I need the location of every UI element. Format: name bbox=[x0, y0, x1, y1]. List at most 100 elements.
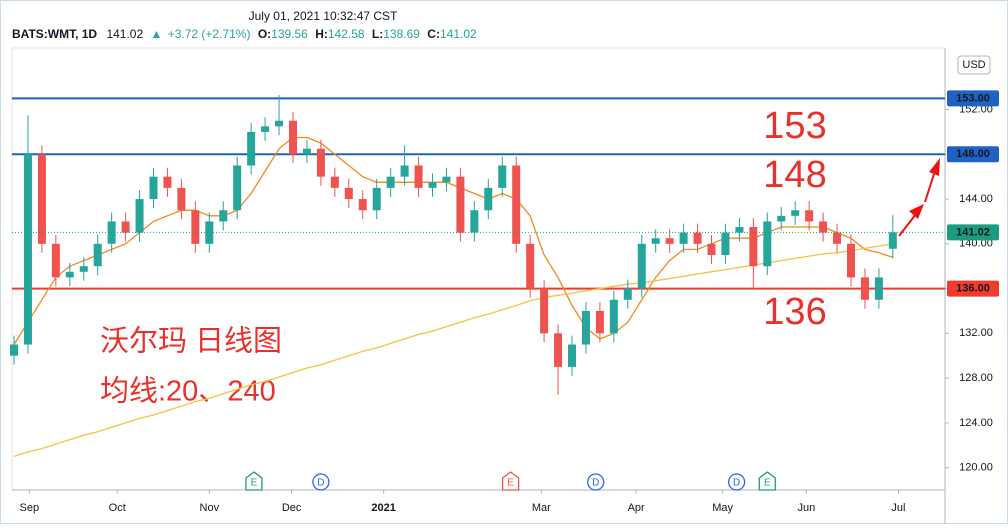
candle-body bbox=[51, 243, 60, 278]
x-tick-label: May bbox=[712, 502, 733, 514]
level-label: 153.00 bbox=[956, 92, 990, 104]
candle-body bbox=[316, 148, 325, 177]
candle-body bbox=[554, 333, 563, 367]
currency-box[interactable] bbox=[957, 55, 991, 75]
ohlc-key: H: bbox=[315, 27, 328, 41]
last-price-label: 141.02 bbox=[956, 226, 990, 238]
candle-body bbox=[888, 232, 897, 249]
candle-body bbox=[79, 266, 88, 272]
ohlc-value: 142.58 bbox=[328, 27, 365, 41]
candle-body bbox=[344, 187, 353, 200]
candle-body bbox=[819, 221, 828, 233]
candle-body bbox=[679, 232, 688, 244]
last: 141.02 bbox=[106, 27, 143, 41]
candle-body bbox=[191, 210, 200, 244]
candle-body bbox=[219, 210, 228, 222]
annotation: 均线:20、240 bbox=[100, 375, 276, 408]
candle-body bbox=[456, 176, 465, 233]
candle-body bbox=[874, 277, 883, 300]
candle-body bbox=[37, 154, 46, 244]
candle-body bbox=[65, 271, 74, 278]
level-label-box bbox=[947, 280, 999, 297]
arrow-head bbox=[929, 158, 940, 176]
level-label: 136.00 bbox=[956, 282, 990, 294]
candle-body bbox=[289, 120, 297, 155]
last-price-box bbox=[947, 224, 999, 241]
candle-body bbox=[637, 243, 646, 289]
moving-average bbox=[13, 243, 893, 458]
candle-body bbox=[93, 243, 102, 267]
candle-body bbox=[442, 176, 451, 183]
symbol: BATS:WMT, 1D bbox=[12, 27, 97, 41]
change: +3.72 (+2.71%) bbox=[168, 27, 251, 41]
candle-body bbox=[791, 210, 800, 216]
candle-body bbox=[302, 148, 311, 155]
event-badge bbox=[758, 471, 776, 491]
candle-body bbox=[23, 154, 32, 345]
x-tick-label: Sep bbox=[20, 502, 40, 514]
candle-body bbox=[707, 243, 716, 256]
annotation: 148 bbox=[763, 154, 826, 196]
ohlc-key: O: bbox=[258, 27, 271, 41]
candle-body bbox=[149, 176, 158, 200]
event-label: D bbox=[733, 478, 740, 489]
candle-body bbox=[205, 221, 214, 244]
level-label-box bbox=[947, 146, 999, 163]
candle-body bbox=[10, 344, 18, 356]
ohlc-value: 138.69 bbox=[383, 27, 420, 41]
candle-body bbox=[177, 187, 186, 211]
candle-body bbox=[540, 288, 549, 334]
y-tick-label: 132.00 bbox=[959, 327, 993, 339]
candle-body bbox=[735, 227, 744, 233]
candle-body bbox=[428, 182, 437, 188]
candle-body bbox=[247, 131, 256, 166]
candle-body bbox=[526, 243, 535, 289]
level-label: 148.00 bbox=[956, 148, 990, 160]
x-tick-label: Nov bbox=[200, 502, 220, 514]
candle-body bbox=[233, 165, 242, 211]
candle-body bbox=[777, 215, 786, 222]
candle-body bbox=[498, 165, 507, 188]
candle-body bbox=[400, 165, 409, 177]
candle-body bbox=[330, 176, 339, 188]
event-badge bbox=[312, 473, 330, 491]
ohlc-key: C: bbox=[427, 27, 440, 41]
level-label-box bbox=[947, 90, 999, 107]
ohlc-key: L: bbox=[372, 27, 383, 41]
candle-body bbox=[470, 210, 479, 233]
event-label: E bbox=[251, 478, 258, 489]
arrows bbox=[898, 158, 940, 237]
arrow-head bbox=[909, 204, 924, 219]
header-line: BATS:WMT, 1D 141.02 ▲ +3.72 (+2.71%) O:1… bbox=[12, 27, 477, 41]
event-label: D bbox=[317, 478, 324, 489]
candle-body bbox=[261, 126, 270, 132]
candle-body bbox=[693, 232, 702, 244]
candle-body bbox=[847, 243, 855, 278]
annotation: 136 bbox=[763, 291, 826, 333]
event-label: D bbox=[592, 478, 599, 489]
y-tick-label: 152.00 bbox=[959, 103, 993, 115]
candle-body bbox=[386, 176, 395, 188]
candle-body bbox=[665, 238, 674, 244]
x-tick-label: Oct bbox=[109, 502, 126, 514]
candle-body bbox=[609, 299, 618, 334]
candle-body bbox=[358, 199, 367, 211]
candle-body bbox=[763, 221, 772, 267]
ohlc-value: 139.56 bbox=[271, 27, 308, 41]
moving-average bbox=[13, 136, 894, 345]
candle-body bbox=[275, 120, 284, 127]
y-tick-label: 120.00 bbox=[959, 462, 993, 474]
y-tick-label: 140.00 bbox=[959, 238, 993, 250]
annotation: 沃尔玛 日线图 bbox=[100, 325, 282, 358]
candle-body bbox=[568, 344, 576, 367]
candle-body bbox=[833, 232, 842, 244]
x-tick-label: Mar bbox=[532, 502, 551, 514]
candle-body bbox=[512, 165, 521, 244]
x-tick-label: Jun bbox=[797, 502, 815, 514]
x-tick-label: Dec bbox=[282, 502, 302, 514]
candle-body bbox=[121, 221, 130, 233]
arrow-line bbox=[898, 213, 917, 237]
candle-body bbox=[623, 288, 632, 300]
event-badge bbox=[587, 473, 605, 491]
